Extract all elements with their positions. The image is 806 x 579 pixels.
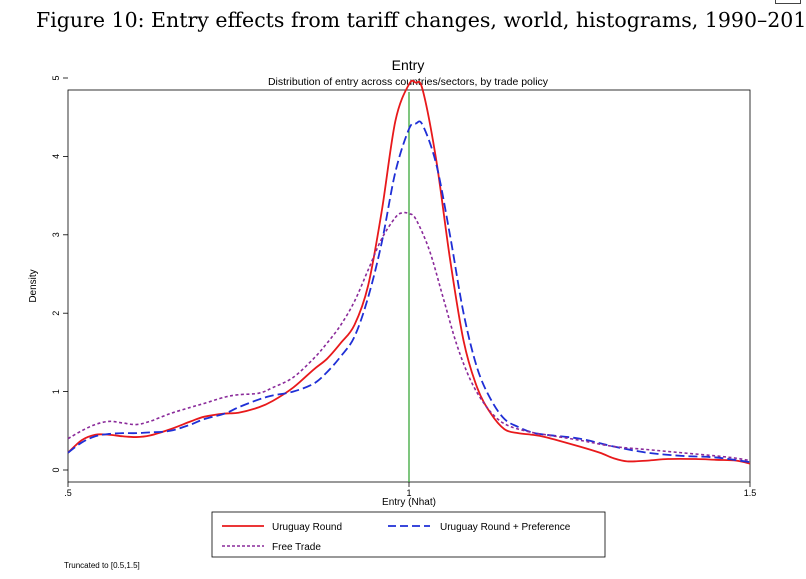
legend-label-free-trade: Free Trade [272, 542, 321, 553]
page-corner-mark [775, 0, 801, 4]
y-tick-label: 5 [51, 75, 61, 80]
y-tick-label: 1 [51, 389, 61, 394]
legend: Uruguay Round Uruguay Round + Preference… [211, 511, 606, 558]
series-uruguay-round [67, 79, 751, 465]
series-layer [67, 79, 751, 465]
chart-title: Entry [392, 57, 425, 73]
y-axis-label: Density [28, 269, 39, 302]
y-axis: 0 1 2 3 4 5 [51, 75, 68, 473]
y-tick-label: 4 [51, 154, 61, 159]
x-tick-label: 1.5 [744, 488, 757, 498]
y-tick-label: 0 [51, 467, 61, 472]
figure-title: Figure 10: Entry effects from tariff cha… [36, 8, 806, 32]
x-tick-label: 1 [406, 488, 411, 498]
legend-label-uruguay-round: Uruguay Round [272, 522, 342, 533]
legend-box [211, 511, 606, 558]
x-axis: .5 1 1.5 [64, 482, 756, 498]
x-axis-label: Entry (Nhat) [382, 497, 436, 508]
series-free-trade [67, 211, 751, 462]
y-tick-label: 3 [51, 232, 61, 237]
y-tick-label: 2 [51, 311, 61, 316]
x-tick-label: .5 [64, 488, 72, 498]
legend-label-uruguay-preference: Uruguay Round + Preference [440, 522, 571, 533]
chart-subtitle: Distribution of entry across countries/s… [268, 76, 549, 88]
series-uruguay-round-preference [67, 120, 751, 464]
footnote: Truncated to [0.5,1.5] [64, 561, 140, 570]
